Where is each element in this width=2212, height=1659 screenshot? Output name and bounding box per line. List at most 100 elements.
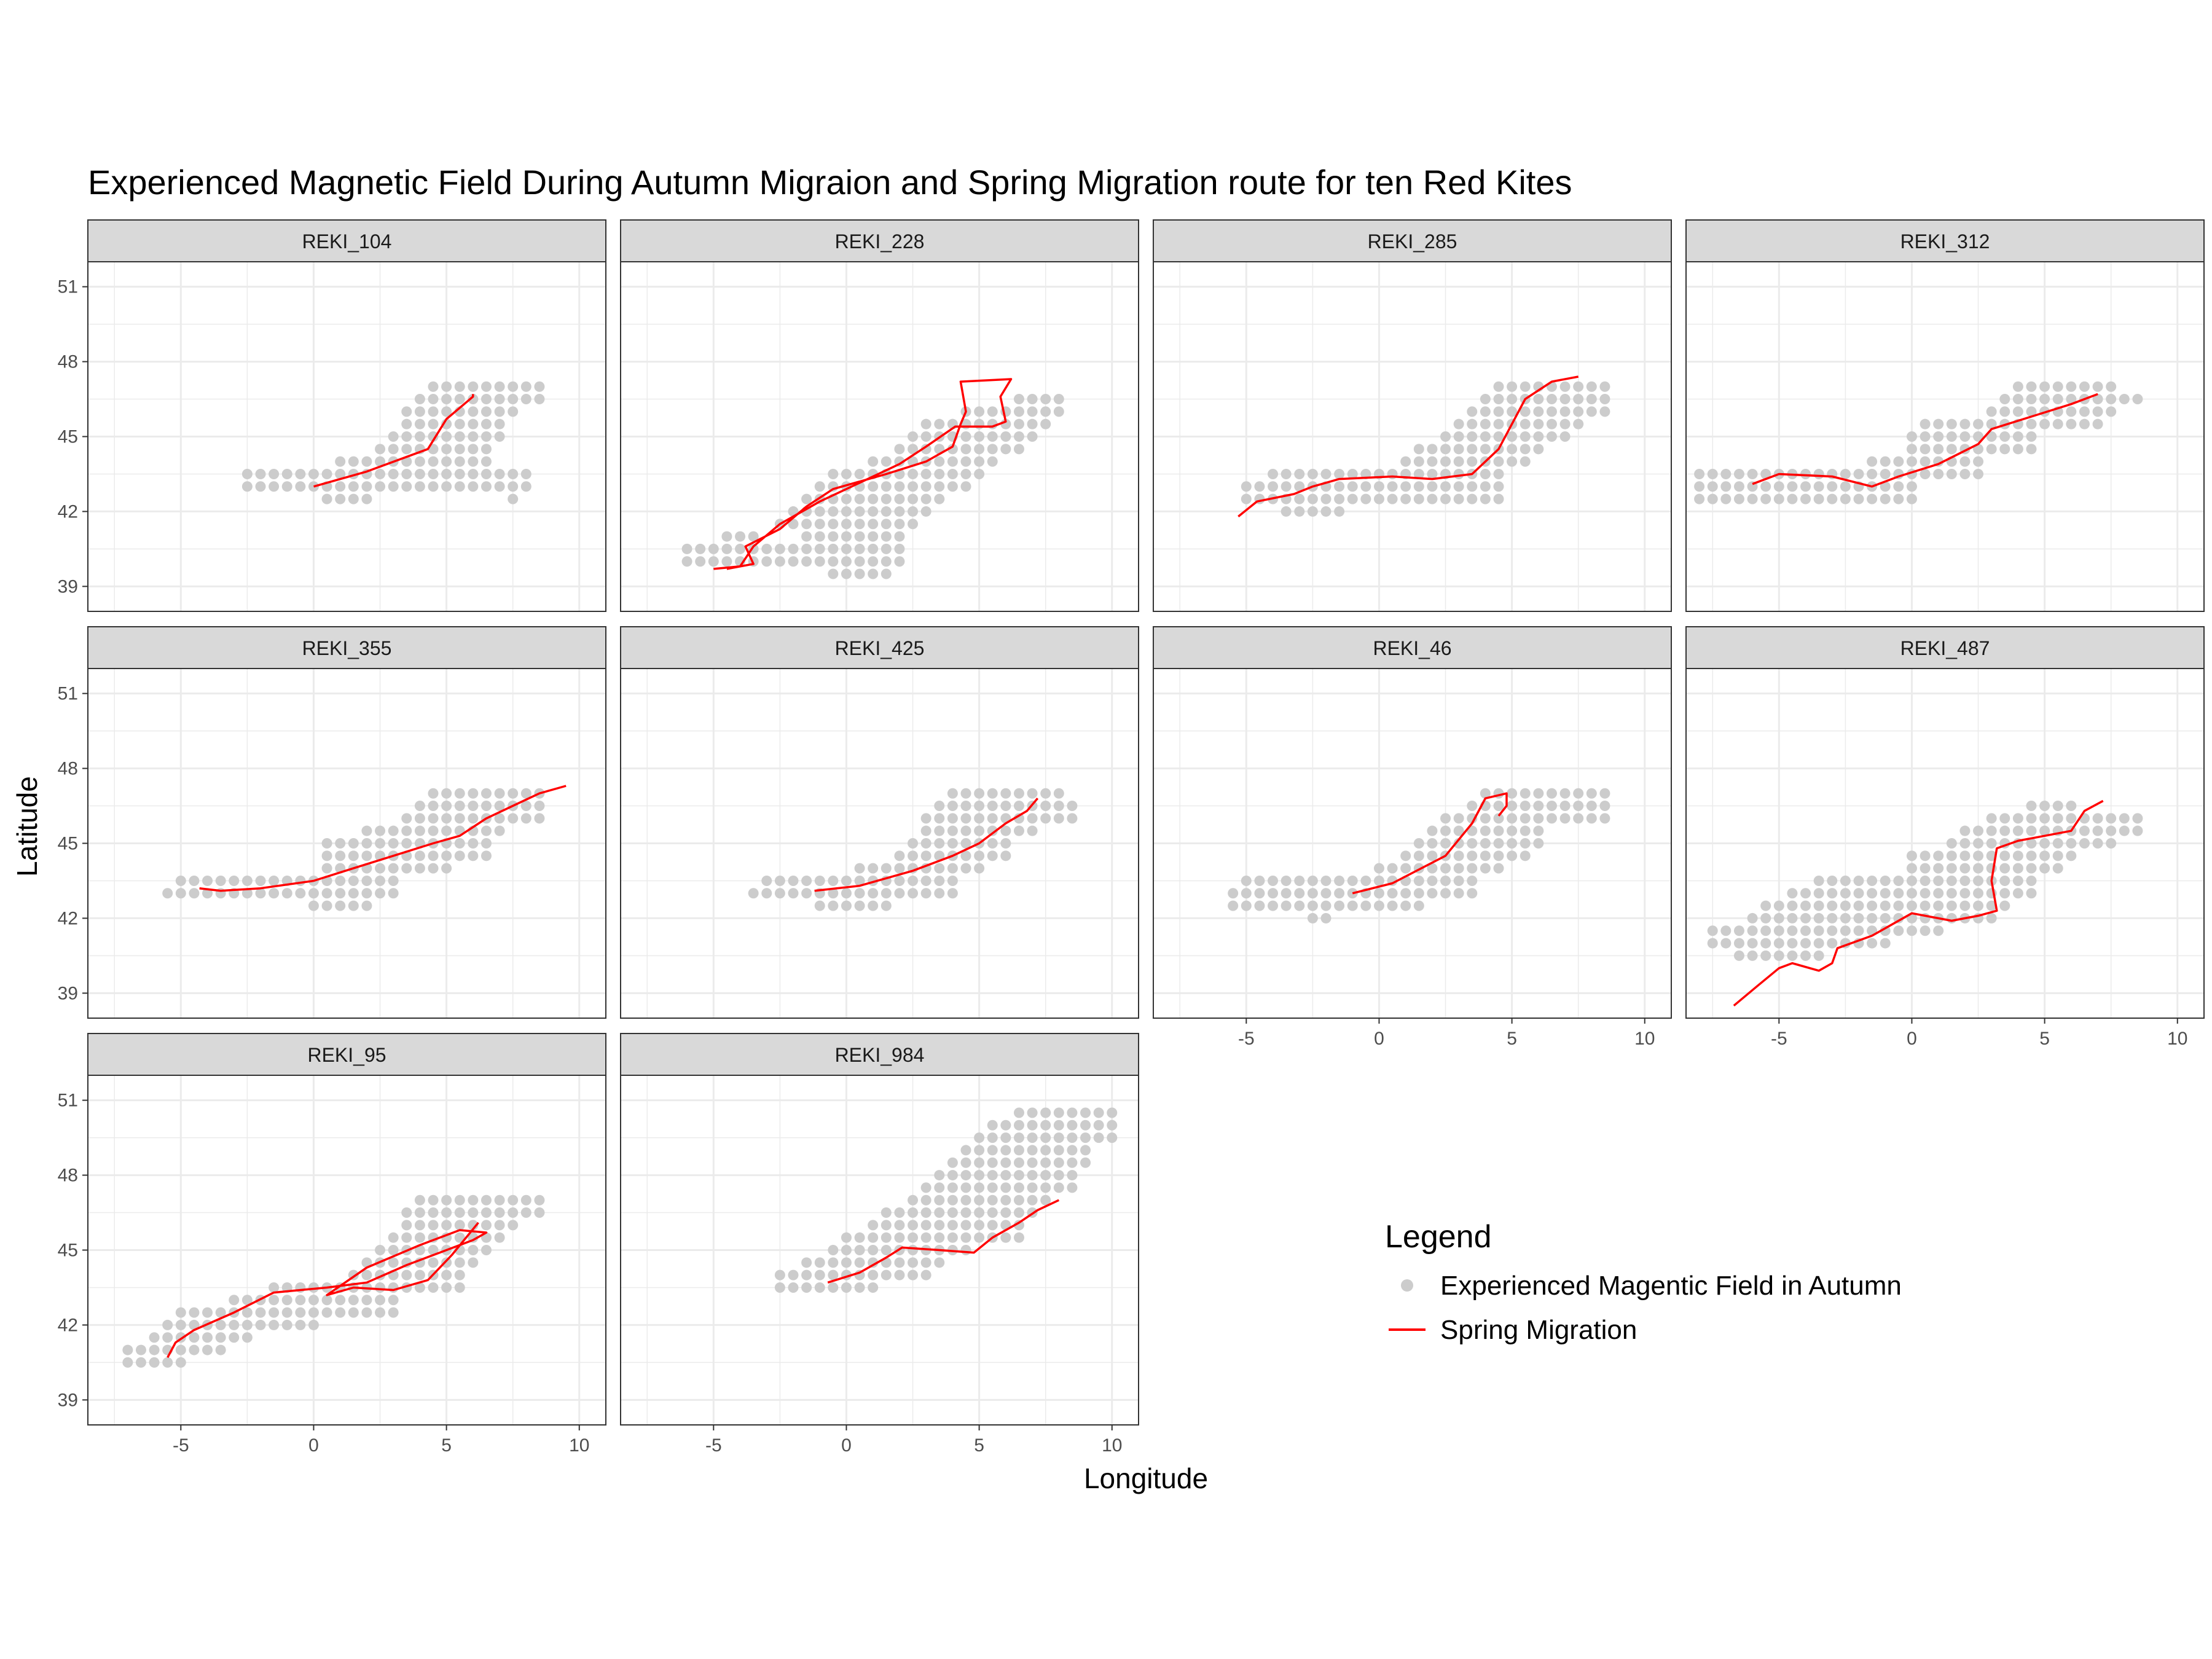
field-point [868,519,879,530]
field-point [1867,875,1878,886]
field-point [295,481,306,492]
field-point [828,1257,839,1268]
field-point [1507,838,1518,849]
field-point [1959,468,1971,479]
field-point [454,1194,465,1206]
field-point [894,481,905,492]
y-tick-label: 42 [58,501,78,522]
field-point [414,468,425,479]
field-point [708,543,719,554]
field-point [828,519,839,530]
field-point [1573,801,1584,812]
field-point [1573,788,1584,799]
field-point [1453,493,1464,504]
field-point [2039,394,2050,405]
field-point [1040,394,1051,405]
field-point [1467,850,1478,861]
spring-migration-route [199,785,567,892]
field-point [1533,801,1544,812]
field-point [987,431,998,442]
field-point [1387,900,1398,911]
field-point [1427,875,1438,886]
field-point [1241,900,1252,911]
field-point [1933,431,1944,442]
field-point [1053,1145,1064,1156]
field-point [1467,406,1478,417]
field-point [1747,925,1758,936]
field-point [388,863,399,874]
field-point [269,1319,280,1330]
field-point [441,431,452,442]
field-point [1853,468,1864,479]
facet-panels: REKI_104 REKI_228 REKI_285 REKI_312 REKI_355… [87,219,2205,1426]
field-point [401,813,412,824]
field-point [1747,912,1758,924]
field-point [414,850,425,861]
field-point [920,1207,931,1218]
field-point [828,888,839,899]
field-point [149,1357,160,1368]
field-point [1507,444,1518,455]
field-point [987,406,998,417]
field-point [2106,381,2117,392]
field-point [934,825,945,836]
field-point [947,481,958,492]
field-point [480,788,492,799]
field-point [1880,938,1891,949]
field-point [295,1307,306,1318]
field-point [894,543,905,554]
field-point [454,1282,465,1293]
field-point [494,788,505,799]
field-point [1546,813,1557,824]
field-point [1813,950,1824,961]
field-point [494,418,505,429]
field-point [1480,788,1491,799]
field-point [1387,863,1398,874]
field-point [894,850,905,861]
field-point [1906,900,1917,911]
facet-strip-label: REKI_355 [302,637,392,659]
field-point [149,1332,160,1343]
field-point [321,850,332,861]
field-point [2079,406,2090,417]
field-point [1281,468,1292,479]
x-tick-label: 0 [308,1435,319,1456]
field-point [1000,1145,1011,1156]
field-point [1760,468,1771,479]
field-point [520,813,531,824]
field-point [1027,825,1038,836]
field-point [1307,506,1318,517]
field-point [1599,406,1610,417]
field-point [468,850,479,861]
field-point [960,1157,971,1168]
field-point [1853,925,1864,936]
field-point [480,838,492,849]
field-point [2039,813,2050,824]
field-point [480,1194,492,1206]
field-point [894,1207,905,1218]
field-point [441,788,452,799]
field-point [1027,1182,1038,1193]
field-point [947,863,958,874]
field-point [960,850,971,861]
field-point [1453,456,1464,467]
field-point [1973,900,1984,911]
field-point [480,1207,492,1218]
field-point [388,825,399,836]
field-point [1906,863,1917,874]
field-point [269,1295,280,1306]
field-point [2052,813,2063,824]
field-point [854,493,865,504]
field-point [1480,394,1491,405]
field-point [1959,875,1971,886]
field-point [920,1257,931,1268]
field-point [721,556,732,567]
field-point [508,394,519,405]
field-point [1067,1132,1078,1143]
field-point [1827,938,1838,949]
field-point [828,1245,839,1255]
field-point [348,1295,359,1306]
field-point [974,1132,985,1143]
field-point [920,1220,931,1231]
field-point [1906,888,1917,899]
